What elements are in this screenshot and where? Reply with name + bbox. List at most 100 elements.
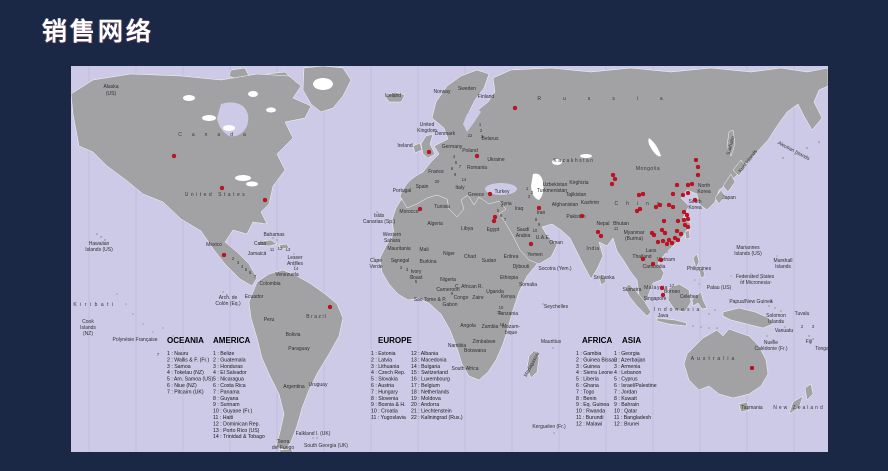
country-label: Tasmania bbox=[741, 405, 763, 411]
country-label: Oman bbox=[549, 240, 563, 246]
sales-location-dot bbox=[659, 285, 665, 291]
legend-item: 13 : Macedonia bbox=[411, 357, 447, 363]
legend-item: 4 : Czech Rep. bbox=[371, 370, 405, 376]
map-labels: Russia Canada United States China Kazakhstan… bbox=[73, 84, 828, 451]
map-number-label: 14 bbox=[294, 266, 299, 271]
legend-item: 10 : Qatar bbox=[614, 409, 637, 415]
sales-location-dot bbox=[660, 292, 666, 298]
map-number-label: 9 bbox=[538, 222, 541, 227]
sales-location-dot bbox=[658, 257, 664, 263]
country-label: Ethiopia bbox=[500, 275, 518, 281]
country-label: Uruguay bbox=[309, 382, 328, 388]
country-label: (US) bbox=[106, 91, 117, 97]
country-label: Polynésie Française bbox=[112, 337, 157, 343]
legend-item: 7 : Panama bbox=[213, 389, 240, 395]
legend-item: 14 : Bulgaria bbox=[411, 364, 440, 370]
country-label: Socotra (Yem.) bbox=[538, 266, 571, 272]
map-number-label: 7 bbox=[157, 352, 160, 357]
sales-location-dot bbox=[610, 172, 616, 178]
region-label: Brazil bbox=[306, 314, 328, 320]
country-label: Cook bbox=[82, 319, 94, 325]
country-label: Ivory bbox=[411, 269, 422, 275]
sales-location-dot bbox=[536, 205, 542, 211]
sales-location-dot bbox=[685, 216, 691, 222]
sales-location-dot bbox=[684, 212, 690, 218]
legend-item: 5 : Am. Samoa (US) bbox=[167, 377, 213, 383]
country-label: Eritrea bbox=[504, 254, 519, 260]
country-label: Sudan bbox=[482, 258, 497, 264]
legend-item: 9 : Bosnia & H. bbox=[371, 402, 406, 408]
sales-location-dot bbox=[695, 172, 701, 178]
iceland-landmass bbox=[384, 91, 406, 103]
sales-location-dot bbox=[650, 261, 656, 267]
country-label: Morocco bbox=[399, 209, 418, 215]
country-label: bique bbox=[505, 330, 517, 336]
sales-location-dot bbox=[692, 197, 698, 203]
country-label: United bbox=[420, 122, 435, 128]
sales-location-dot bbox=[637, 206, 643, 212]
legend-item: 4 : Lebanon bbox=[614, 370, 642, 376]
country-label: Vietnam bbox=[657, 257, 675, 263]
country-label: Gabon bbox=[442, 302, 457, 308]
country-label: Venezuela bbox=[275, 272, 299, 278]
legend-item: 9 : Bahrain bbox=[614, 402, 639, 408]
sales-location-dot bbox=[651, 232, 657, 238]
legend-item: 5 : Slovakia bbox=[371, 377, 398, 383]
map-number-label: 8 bbox=[535, 217, 538, 222]
country-label: Palau (US) bbox=[707, 285, 732, 291]
legend-item: 12 : Malawi bbox=[576, 421, 602, 427]
region-label: Canada bbox=[178, 132, 256, 138]
country-label: Korea bbox=[688, 205, 702, 211]
country-label: (Burma) bbox=[625, 236, 643, 242]
country-label: Seychelles bbox=[544, 304, 569, 310]
country-label: del Fuego bbox=[272, 445, 294, 451]
sales-location-dot bbox=[426, 149, 432, 155]
sales-location-dot bbox=[689, 181, 695, 187]
sales-location-dot bbox=[666, 202, 672, 208]
legend-item: 1 : Georgia bbox=[614, 351, 640, 357]
sales-location-dot bbox=[675, 218, 681, 224]
new-zealand-landmass bbox=[804, 383, 814, 401]
map-number-label: 6 bbox=[500, 213, 503, 218]
country-label: North bbox=[698, 183, 710, 189]
sales-location-dot bbox=[327, 304, 333, 310]
legend-item: 3 : Guinea bbox=[576, 364, 600, 370]
country-label: Bolivia bbox=[286, 332, 301, 338]
legend-item: 2 : Azerbaijan bbox=[614, 357, 646, 363]
japan-landmass bbox=[722, 173, 736, 193]
country-label: Saudi bbox=[517, 227, 530, 233]
legend-item: 14 : Trinidad & Tobago bbox=[213, 434, 265, 440]
country-label: Mexico bbox=[206, 242, 222, 248]
country-label: Antilles bbox=[287, 261, 304, 267]
country-label: Cape bbox=[370, 258, 382, 264]
map-number-label: 11 bbox=[270, 247, 275, 252]
country-label: Jamaica bbox=[248, 251, 267, 257]
country-label: Tonga bbox=[815, 346, 828, 352]
legend-item: 1 : Gambia bbox=[576, 351, 601, 357]
map-number-label: 5 bbox=[415, 279, 418, 284]
legend-item: 20 : Andorra bbox=[411, 402, 439, 408]
legend-item: 21 : Liechtenstein bbox=[411, 409, 452, 415]
country-label: Burkina bbox=[420, 259, 437, 265]
country-label: Ecuador bbox=[245, 294, 264, 300]
legend-title: EUROPE bbox=[378, 336, 412, 345]
country-label: Paraguay bbox=[288, 346, 310, 352]
map-number-label: 14 bbox=[462, 177, 467, 182]
japan-landmass bbox=[732, 159, 746, 177]
map-number-label: 4 bbox=[501, 203, 504, 208]
country-label: Egypt bbox=[487, 227, 500, 233]
legend-item: 12 : Dominican Rep. bbox=[213, 421, 260, 427]
country-label: Kenya bbox=[501, 294, 515, 300]
legend-item: 10 : Croatia bbox=[371, 409, 398, 415]
country-label: South Georgia (UK) bbox=[304, 443, 348, 449]
country-label: Chad bbox=[464, 254, 476, 260]
legend-title: AMERICA bbox=[213, 336, 251, 345]
landmasses bbox=[71, 66, 828, 452]
map-number-label: 1 bbox=[526, 186, 529, 191]
country-label: Kirghizia bbox=[569, 180, 588, 186]
sales-location-dot bbox=[655, 239, 661, 245]
country-label: Mauritania bbox=[387, 246, 411, 252]
map-number-label: 3 bbox=[528, 194, 531, 199]
country-label: Ukraine bbox=[487, 157, 504, 163]
